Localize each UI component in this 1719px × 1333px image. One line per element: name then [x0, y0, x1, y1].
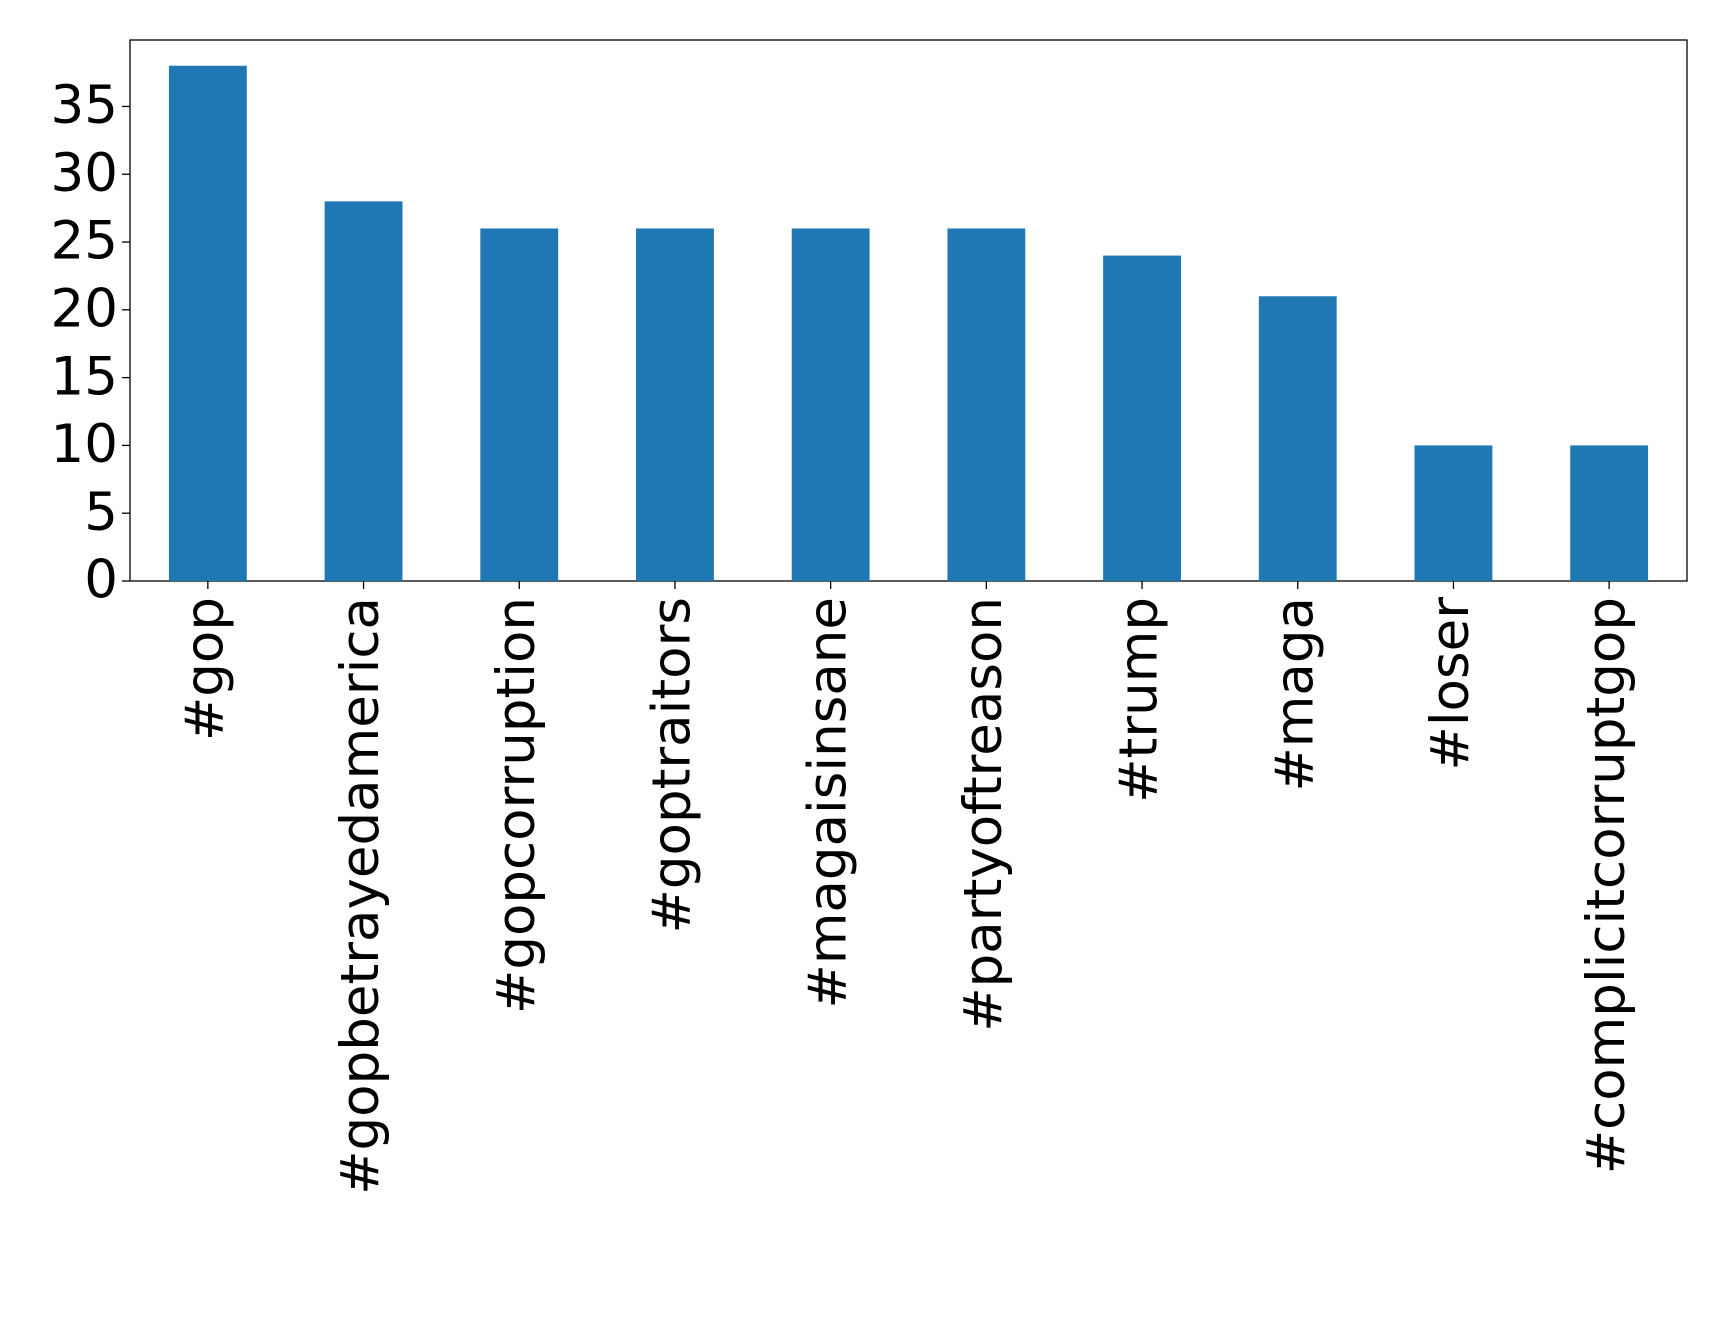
y-tick-label: 5 — [84, 482, 118, 543]
bar — [1103, 255, 1181, 581]
y-tick-label: 30 — [51, 143, 118, 204]
bar — [947, 228, 1026, 581]
bar — [1414, 445, 1493, 581]
x-tick-label: #trump — [1109, 597, 1170, 803]
x-tick-label: #complicitcorruptgop — [1576, 597, 1637, 1174]
bar — [324, 201, 403, 581]
y-tick-label: 35 — [51, 75, 118, 136]
x-tick-label: #partyoftreason — [953, 597, 1014, 1032]
y-tick-label: 25 — [51, 211, 118, 272]
y-tick-label: 10 — [51, 414, 118, 475]
bar — [1258, 296, 1337, 581]
x-tick-label: #goptraitors — [642, 597, 703, 934]
y-tick-label: 20 — [51, 278, 118, 339]
bar — [480, 228, 559, 581]
y-tick-label: 15 — [51, 346, 118, 407]
bar — [791, 228, 870, 581]
plot-frame — [129, 39, 1688, 582]
x-tick-label: #gopbetrayedamerica — [330, 597, 391, 1195]
x-tick-label: #loser — [1420, 597, 1481, 771]
x-tick-label: #gopcorruption — [486, 597, 547, 1014]
x-tick-label: #magaisinsane — [797, 597, 858, 1009]
bar — [1570, 445, 1649, 581]
bar — [636, 228, 714, 581]
y-tick-label: 0 — [84, 550, 118, 611]
x-tick-label: #maga — [1264, 597, 1325, 792]
bar — [168, 65, 247, 581]
x-tick-label: #gop — [174, 597, 235, 741]
